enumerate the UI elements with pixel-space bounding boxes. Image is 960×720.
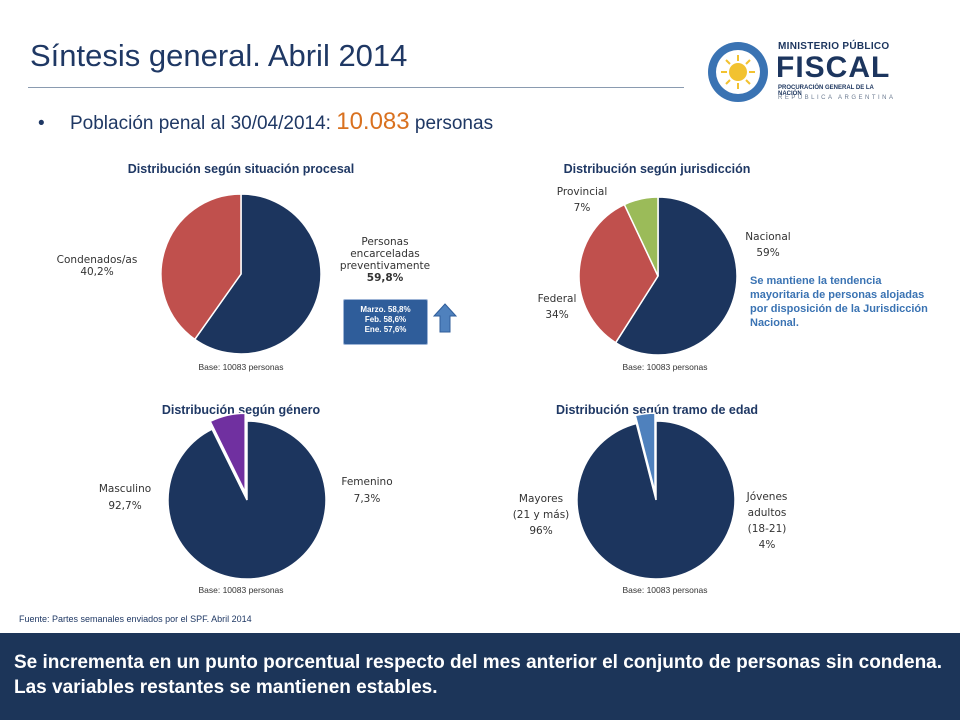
trend-line: Feb. 58,6%: [364, 315, 407, 324]
jurisdiction-note: Se mantiene la tendencia mayoritaria de …: [750, 275, 928, 329]
logo-fiscal: FISCAL: [776, 51, 891, 84]
logo-republica: REPÚBLICA ARGENTINA: [778, 95, 896, 101]
population-summary: • Población penal al 30/04/2014: 10.083 p…: [38, 108, 493, 136]
footer-banner: Se incrementa en un punto porcentual res…: [0, 633, 960, 720]
pie-chart-4: Distribución según tramo de edad Mayores(…: [513, 403, 788, 595]
population-value: 10.083: [336, 108, 410, 135]
pie-chart-3: Distribución según género Masculino 92,7% F…: [99, 403, 393, 595]
pie-chart-1: Distribución según situación procesal Per…: [57, 162, 430, 372]
slice-label: Jóvenes adultos (18-21) 4%: [746, 491, 788, 551]
chart-base-label: Base: 10083 personas: [198, 585, 283, 595]
chart-base-label: Base: 10083 personas: [622, 585, 707, 595]
arrow-up-icon: [433, 303, 457, 333]
chart-title: Distribución según situación procesal: [128, 162, 354, 176]
chart-base-label: Base: 10083 personas: [622, 362, 707, 372]
pie-slice: [193, 193, 322, 355]
pie-slice: [167, 420, 327, 580]
chart-title: Distribución según jurisdicción: [564, 162, 751, 176]
slice-label: Mayores (21 y más) 96%: [513, 493, 570, 537]
chart-title: Distribución según tramo de edad: [556, 403, 758, 417]
pie-chart-2: Distribución según jurisdicción Nacional 5…: [538, 162, 791, 372]
footer-text: Se incrementa en un punto porcentual res…: [14, 652, 943, 698]
slice-label: Femenino 7,3%: [341, 476, 392, 505]
logo-procuracion: PROCURACIÓN GENERAL DE LA NACIÓN: [778, 85, 874, 97]
source-note: Fuente: Partes semanales enviados por el…: [19, 614, 252, 624]
bullet-icon: •: [38, 113, 45, 134]
slice-label: Federal 34%: [538, 293, 577, 321]
pie-slice: [623, 196, 659, 277]
trend-line: Marzo. 58,8%: [360, 305, 411, 314]
trend-line: Ene. 57,6%: [364, 325, 407, 334]
chart-base-label: Base: 10083 personas: [198, 362, 283, 372]
slice-label: Masculino 92,7%: [99, 483, 151, 512]
logo: MINISTERIO PÚBLICO FISCAL PROCURACIÓN GE…: [706, 38, 896, 108]
chart-title: Distribución según género: [162, 403, 321, 417]
pie-slice: [578, 203, 659, 344]
trend-box: Marzo. 58,8% Feb. 58,6% Ene. 57,6%: [343, 299, 428, 345]
pie-slice: [576, 420, 736, 580]
population-colon: :: [325, 113, 337, 134]
title-divider: [28, 87, 684, 88]
pie-slice: [209, 412, 246, 493]
population-unit: personas: [409, 113, 494, 134]
page-title: Síntesis general. Abril 2014: [30, 38, 408, 73]
slice-label: Provincial 7%: [557, 186, 608, 214]
population-label: Población penal al 30/04/2014: [70, 113, 326, 134]
slice-label: Personas encarceladas preventivamente 59,8%: [340, 236, 430, 284]
slice-label: Nacional 59%: [745, 231, 790, 259]
sun-emblem-icon: [708, 42, 768, 102]
pie-slice: [614, 196, 738, 356]
pie-slice: [634, 412, 656, 493]
slice-label: Condenados/as 40,2%: [57, 254, 138, 278]
logo-ministerio: MINISTERIO PÚBLICO: [778, 41, 890, 52]
pie-slice: [160, 193, 242, 341]
